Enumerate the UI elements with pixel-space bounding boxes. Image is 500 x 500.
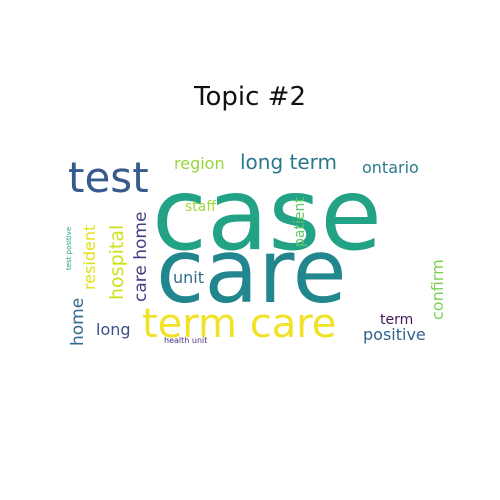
word-hospital: hospital [106, 224, 128, 300]
word-staff: staff [185, 199, 217, 215]
word-care: care [156, 220, 347, 323]
word-positive: positive [363, 325, 426, 344]
word-long: long [96, 320, 131, 339]
word-term-care: term care [142, 301, 337, 347]
word-region: region [174, 154, 225, 173]
word-health-unit: health unit [164, 336, 208, 345]
word-resident: resident [80, 224, 99, 290]
word-term: term [380, 312, 414, 328]
word-case: case [152, 156, 382, 273]
word-ontario: ontario [362, 158, 419, 177]
word-test: test [68, 153, 149, 202]
word-patient: patient [292, 197, 308, 247]
word-care-home: care home [131, 211, 151, 302]
word-home: home [68, 297, 88, 346]
word-confirm: confirm [428, 259, 447, 320]
word-unit: unit [173, 268, 204, 287]
figure-title: Topic #2 [194, 82, 306, 112]
word-long-term: long term [240, 150, 338, 174]
word-test-positive: test positive [65, 226, 73, 270]
